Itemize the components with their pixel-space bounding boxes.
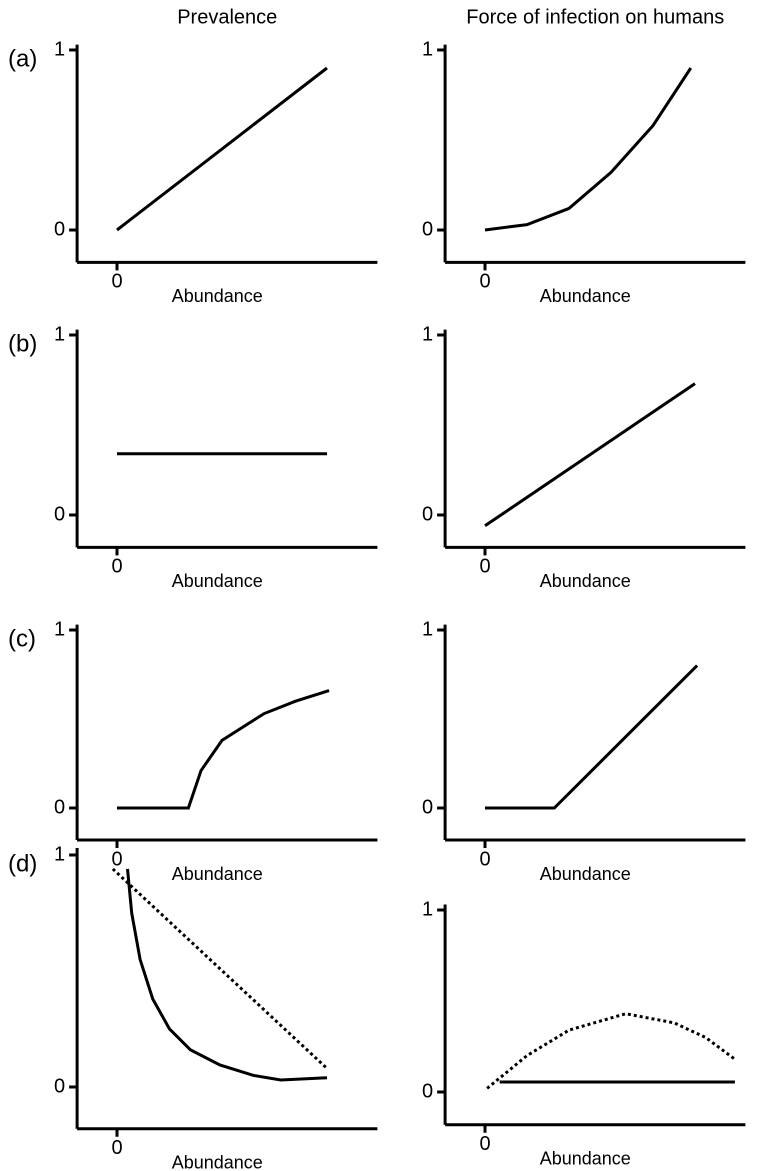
y-tick-label: 0 bbox=[54, 503, 65, 525]
y-tick-label: 1 bbox=[54, 843, 65, 865]
curve bbox=[486, 1012, 736, 1090]
x-axis-label: Abundance bbox=[540, 864, 631, 884]
x-tick-label: 0 bbox=[479, 848, 490, 870]
y-tick-label: 0 bbox=[422, 1080, 433, 1102]
y-tick-label: 1 bbox=[422, 38, 433, 60]
y-tick-label: 1 bbox=[422, 618, 433, 640]
y-tick-label: 0 bbox=[422, 218, 433, 240]
panel-label: (b) bbox=[8, 330, 37, 357]
y-tick-label: 0 bbox=[422, 796, 433, 818]
x-axis-label: Abundance bbox=[172, 864, 263, 884]
y-tick-label: 0 bbox=[422, 503, 433, 525]
x-tick-label: 0 bbox=[111, 271, 122, 293]
x-axis-label: Abundance bbox=[172, 571, 263, 591]
y-tick-label: 1 bbox=[54, 38, 65, 60]
curve bbox=[484, 382, 696, 528]
y-tick-label: 1 bbox=[422, 323, 433, 345]
x-tick-label: 0 bbox=[479, 1133, 490, 1155]
y-tick-label: 0 bbox=[54, 796, 65, 818]
x-tick-label: 0 bbox=[111, 556, 122, 578]
panel-label: (a) bbox=[8, 45, 37, 72]
y-tick-label: 0 bbox=[54, 218, 65, 240]
x-tick-label: 0 bbox=[111, 848, 122, 870]
y-tick-label: 1 bbox=[54, 323, 65, 345]
curve bbox=[111, 867, 329, 1070]
x-axis-label: Abundance bbox=[540, 286, 631, 306]
column-title: Prevalence bbox=[177, 6, 277, 28]
x-axis-label: Abundance bbox=[540, 571, 631, 591]
x-axis-label: Abundance bbox=[172, 1153, 263, 1171]
curve bbox=[116, 66, 328, 232]
panel-label: (d) bbox=[8, 850, 37, 877]
curve bbox=[117, 689, 330, 810]
y-tick-label: 0 bbox=[54, 1075, 65, 1097]
x-tick-label: 0 bbox=[479, 556, 490, 578]
curve bbox=[484, 67, 693, 232]
y-tick-label: 1 bbox=[422, 898, 433, 920]
panel-label: (c) bbox=[8, 625, 36, 652]
curve bbox=[485, 664, 699, 810]
x-tick-label: 0 bbox=[111, 1137, 122, 1159]
x-axis-label: Abundance bbox=[540, 1149, 631, 1169]
curve bbox=[126, 868, 328, 1082]
column-title: Force of infection on humans bbox=[466, 6, 724, 28]
x-axis-label: Abundance bbox=[172, 286, 263, 306]
x-tick-label: 0 bbox=[479, 271, 490, 293]
y-tick-label: 1 bbox=[54, 618, 65, 640]
